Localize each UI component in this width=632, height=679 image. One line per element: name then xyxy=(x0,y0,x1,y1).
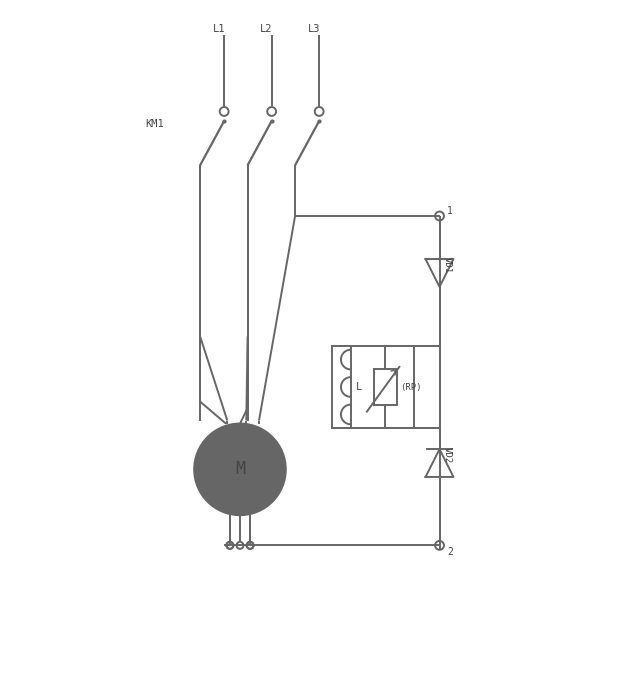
Text: VD1: VD1 xyxy=(442,257,452,273)
Text: L2: L2 xyxy=(260,24,273,34)
Text: 2: 2 xyxy=(447,547,453,557)
Text: L1: L1 xyxy=(213,24,225,34)
Text: M: M xyxy=(235,460,245,478)
Text: KM1: KM1 xyxy=(145,119,164,129)
Circle shape xyxy=(195,424,286,515)
Bar xyxy=(332,346,414,428)
Text: VD2: VD2 xyxy=(442,447,452,463)
Bar xyxy=(374,369,397,405)
Text: (RP): (RP) xyxy=(401,382,422,392)
Text: 1: 1 xyxy=(447,206,453,216)
Text: L3: L3 xyxy=(308,24,320,34)
Text: L: L xyxy=(356,382,362,392)
